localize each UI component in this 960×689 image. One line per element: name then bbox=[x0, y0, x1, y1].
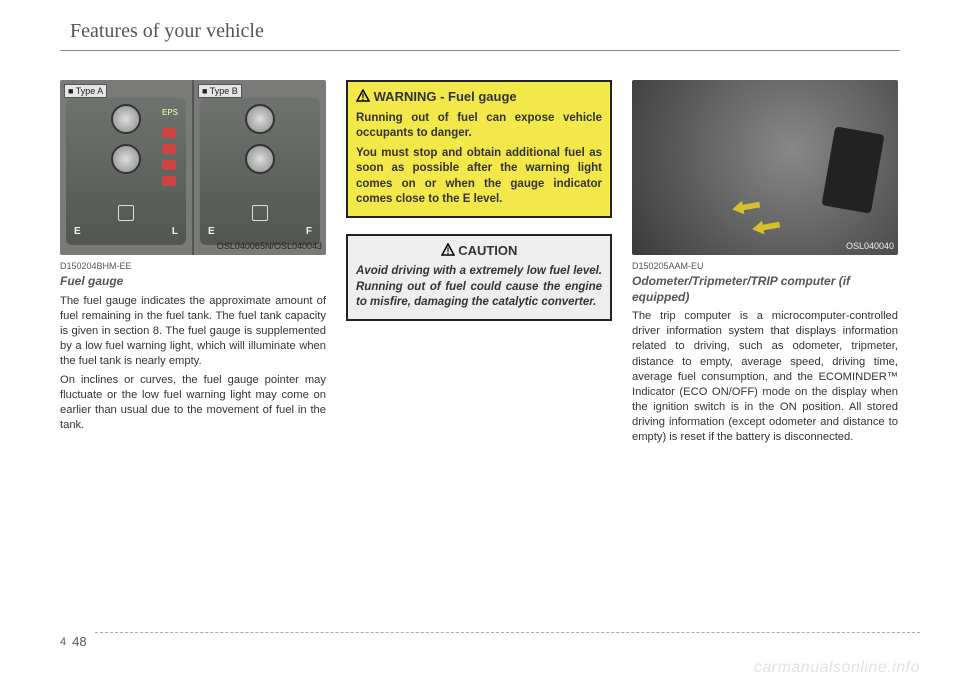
gauge-knob bbox=[245, 144, 275, 174]
caution-box: ! CAUTION Avoid driving with a extremely… bbox=[346, 234, 612, 321]
gauge-panel-a: EPS E L bbox=[66, 98, 186, 245]
body-text: The trip computer is a microcomputer-con… bbox=[632, 309, 898, 445]
body-text: On inclines or curves, the fuel gauge po… bbox=[60, 373, 326, 433]
airbag-icon bbox=[162, 144, 176, 154]
trip-button-photo: OSL040040 bbox=[632, 80, 898, 255]
gauge-knob bbox=[245, 104, 275, 134]
page-title: Features of your vehicle bbox=[70, 20, 264, 43]
column-2: ! WARNING - Fuel gauge Running out of fu… bbox=[346, 80, 612, 445]
svg-text:!: ! bbox=[446, 246, 449, 256]
gauge-scale-b: E F bbox=[208, 226, 312, 237]
photo-divider bbox=[192, 80, 194, 255]
gauge-scale-a: E L bbox=[74, 226, 178, 237]
gauge-e: E bbox=[74, 226, 81, 237]
arrow-icon bbox=[731, 198, 761, 217]
gauge-e: E bbox=[208, 226, 215, 237]
warning-icons bbox=[162, 128, 180, 186]
caution-title: ! CAUTION bbox=[356, 242, 602, 261]
type-a-badge: ■ Type A bbox=[64, 84, 107, 98]
body-text: The fuel gauge indicates the approximate… bbox=[60, 294, 326, 370]
eps-label: EPS bbox=[162, 108, 178, 117]
gauge-knob bbox=[111, 104, 141, 134]
seatbelt-icon bbox=[162, 176, 176, 186]
trip-stalk bbox=[821, 126, 884, 213]
caution-title-text: CAUTION bbox=[458, 243, 517, 258]
type-b-badge: ■ Type B bbox=[198, 84, 242, 98]
trip-computer-heading: Odometer/Tripmeter/TRIP computer (if equ… bbox=[632, 274, 898, 305]
warning-box: ! WARNING - Fuel gauge Running out of fu… bbox=[346, 80, 612, 218]
battery-icon bbox=[162, 128, 176, 138]
fuel-icon bbox=[162, 160, 176, 170]
arrow-icon bbox=[751, 218, 781, 237]
fuel-pump-icon bbox=[252, 205, 268, 221]
warning-triangle-icon: ! bbox=[356, 89, 370, 107]
warning-text: You must stop and obtain additional fuel… bbox=[356, 146, 602, 208]
footer-dotted-line bbox=[95, 632, 920, 633]
gauge-knob bbox=[111, 144, 141, 174]
section-number: 4 bbox=[60, 636, 66, 648]
warning-text: Running out of fuel can expose vehicle o… bbox=[356, 111, 602, 142]
fuel-gauge-heading: Fuel gauge bbox=[60, 274, 326, 290]
gauge-f: F bbox=[306, 226, 312, 237]
header-rule bbox=[60, 50, 900, 51]
column-3: OSL040040 D150205AAM-EU Odometer/Tripmet… bbox=[632, 80, 898, 445]
page: Features of your vehicle ■ Type A ■ Type… bbox=[0, 0, 960, 689]
watermark: carmanualsonline.info bbox=[754, 659, 920, 677]
warning-title-text: WARNING - Fuel gauge bbox=[374, 89, 517, 104]
photo-code: OSL040065N/OSL040043 bbox=[217, 241, 322, 251]
caution-text: Avoid driving with a extremely low fuel … bbox=[356, 264, 602, 311]
svg-text:!: ! bbox=[362, 92, 365, 102]
section-code: D150205AAM-EU bbox=[632, 261, 898, 271]
fuel-gauge-photo: ■ Type A ■ Type B EPS E bbox=[60, 80, 326, 255]
photo-code: OSL040040 bbox=[846, 241, 894, 251]
warning-triangle-icon: ! bbox=[441, 243, 455, 261]
section-code: D150204BHM-EE bbox=[60, 261, 326, 271]
columns: ■ Type A ■ Type B EPS E bbox=[60, 80, 900, 445]
page-number-value: 48 bbox=[72, 634, 86, 649]
gauge-f: L bbox=[172, 226, 178, 237]
fuel-pump-icon bbox=[118, 205, 134, 221]
page-number: 4 48 bbox=[60, 634, 87, 649]
warning-title: ! WARNING - Fuel gauge bbox=[356, 88, 602, 107]
column-1: ■ Type A ■ Type B EPS E bbox=[60, 80, 326, 445]
gauge-panel-b: E F bbox=[200, 98, 320, 245]
